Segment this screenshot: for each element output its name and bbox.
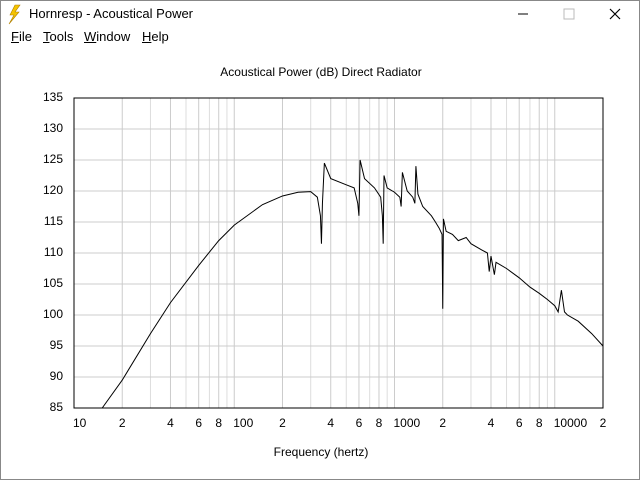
x-tick-label: 6 — [356, 416, 363, 430]
x-tick-label: 8 — [215, 416, 222, 430]
menu-item[interactable]: File — [11, 29, 32, 44]
x-tick-label: 8 — [536, 416, 543, 430]
x-tick-label: 6 — [516, 416, 523, 430]
y-tick-label: 115 — [44, 214, 63, 228]
x-tick-label: 6 — [195, 416, 202, 430]
y-tick-label: 100 — [43, 307, 63, 321]
x-tick-label: 2 — [600, 416, 607, 430]
y-tick-label: 95 — [50, 338, 64, 352]
y-tick-label: 90 — [50, 369, 64, 383]
menu-item[interactable]: Tools — [43, 29, 74, 44]
x-tick-label: 100 — [233, 416, 253, 430]
y-tick-label: 120 — [43, 183, 63, 197]
x-tick-label: 1000 — [394, 416, 421, 430]
x-tick-label: 4 — [167, 416, 174, 430]
data-line — [101, 159, 604, 409]
maximize-button[interactable] — [563, 8, 575, 20]
close-button[interactable] — [609, 8, 621, 20]
y-tick-label: 110 — [44, 245, 63, 259]
y-tick-label: 130 — [43, 121, 63, 135]
x-tick-label: 10000 — [554, 416, 588, 430]
x-tick-label: 2 — [439, 416, 446, 430]
x-axis-label: Frequency (hertz) — [274, 445, 369, 459]
x-tick-label: 4 — [488, 416, 495, 430]
menu-item[interactable]: Window — [84, 29, 131, 44]
x-tick-label: 8 — [376, 416, 383, 430]
menu-item[interactable]: Help — [142, 29, 169, 44]
y-tick-label: 135 — [43, 90, 63, 104]
y-tick-label: 105 — [43, 276, 63, 290]
title-icons — [8, 4, 621, 25]
x-tick-label: 2 — [279, 416, 286, 430]
window-title: Hornresp - Acoustical Power — [29, 6, 194, 21]
y-tick-label: 85 — [50, 400, 64, 414]
chart-title: Acoustical Power (dB) Direct Radiator — [220, 65, 421, 79]
plot-frame — [73, 97, 604, 409]
title-bar: Hornresp - Acoustical Power — [1, 1, 639, 27]
x-tick-label: 10 — [73, 416, 87, 430]
y-tick-label: 125 — [43, 152, 63, 166]
app-icon — [8, 4, 21, 25]
x-tick-label: 2 — [119, 416, 126, 430]
x-tick-label: 4 — [327, 416, 334, 430]
